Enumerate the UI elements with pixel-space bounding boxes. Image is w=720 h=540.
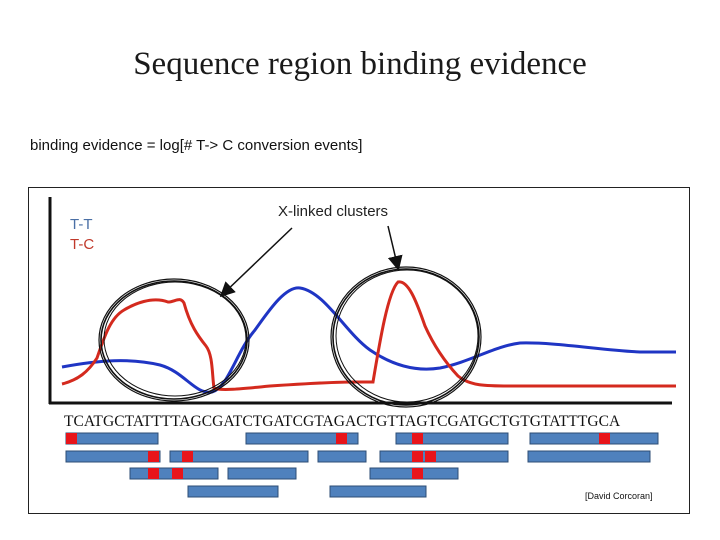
cluster-circle-left (98, 278, 250, 402)
mismatch-marker (66, 433, 77, 444)
read-bar (245, 432, 359, 445)
mismatch-marker (172, 468, 183, 479)
mismatch-marker (148, 468, 159, 479)
legend-tt-label: T-T (70, 216, 93, 233)
dna-sequence: TCATGCTATTTTAGCGATCTGATCGTAGACTGTTAGTCGA… (64, 413, 621, 430)
tt-coverage-line (61, 286, 676, 394)
conversion-markers (66, 433, 610, 479)
callout-label: X-linked clusters (278, 203, 389, 220)
figure-panel (28, 187, 690, 514)
mismatch-marker (412, 433, 423, 444)
mismatch-marker (412, 451, 423, 462)
read-bar (529, 432, 659, 445)
read-bar (395, 432, 509, 445)
legend-tc-label: T-C (70, 236, 95, 253)
legend: T-T T-C (70, 215, 94, 255)
mismatch-marker (148, 451, 159, 462)
slide-title: Sequence region binding evidence (133, 46, 587, 82)
read-bar (227, 467, 297, 480)
callout-arrow-right (387, 225, 403, 271)
callout-arrow-left (219, 227, 293, 298)
mismatch-marker (336, 433, 347, 444)
mismatch-marker (412, 468, 423, 479)
mismatch-marker (182, 451, 193, 462)
read-bar (187, 485, 279, 498)
sequencing-reads (65, 432, 659, 498)
credit-label: [David Corcoran] (585, 491, 653, 501)
read-bar (317, 450, 367, 463)
cluster-circle-right (330, 266, 482, 408)
mismatch-marker (599, 433, 610, 444)
read-bar (65, 450, 161, 463)
read-bar (527, 450, 651, 463)
read-bar (65, 432, 159, 445)
tc-conversion-line (61, 280, 676, 391)
read-bar (169, 450, 309, 463)
read-bar (329, 485, 427, 498)
binding-evidence-formula: binding evidence = log[# T-> C conversio… (30, 137, 363, 154)
mismatch-marker (425, 451, 436, 462)
read-bar (379, 450, 509, 463)
